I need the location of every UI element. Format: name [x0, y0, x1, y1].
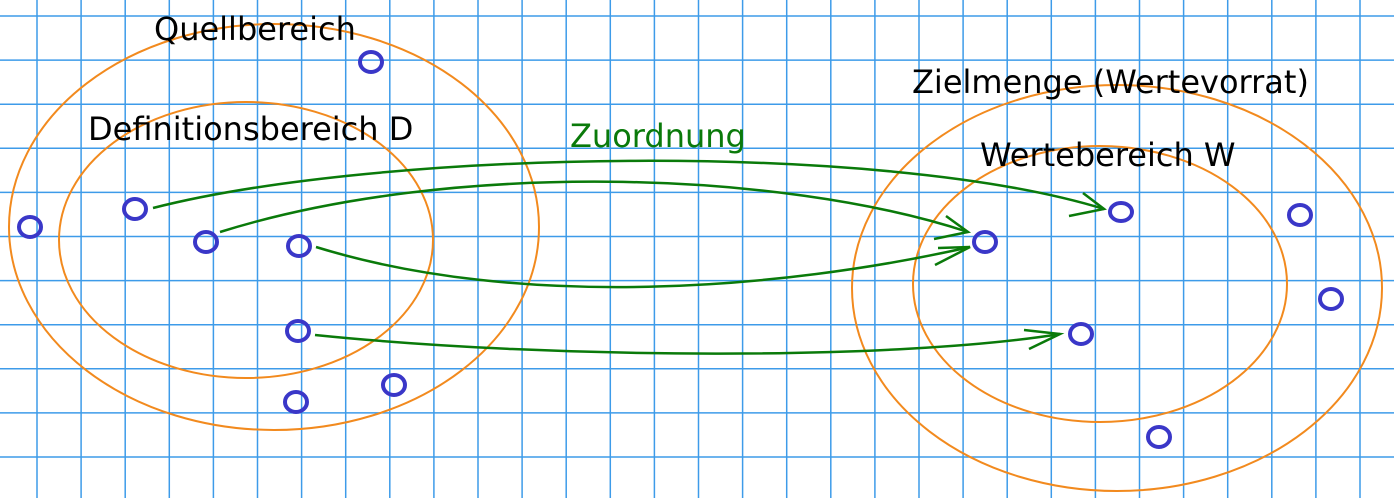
domain-ellipse [58, 101, 434, 379]
element-circle [283, 390, 309, 414]
arrowhead [933, 214, 972, 241]
arrowhead [1068, 192, 1107, 218]
range-label: Wertebereich W [980, 136, 1236, 174]
element-circle [1146, 425, 1172, 449]
element-circle [1068, 322, 1094, 346]
element-circle [17, 215, 43, 239]
mapping-arrows [152, 159, 1107, 355]
range-ellipse [912, 145, 1288, 423]
element-circle [1287, 203, 1313, 227]
arrowhead [1023, 328, 1065, 351]
element-circle [358, 50, 384, 74]
element-circle [286, 234, 312, 258]
mapping-arrow [219, 180, 969, 234]
mapping-arrow [152, 159, 1105, 211]
element-circle [972, 230, 998, 254]
element-circle [122, 197, 148, 221]
mapping-label: Zuordnung [570, 117, 746, 155]
target-set-label: Zielmenge (Wertevorrat) [912, 63, 1309, 101]
set-elements [17, 50, 1344, 449]
element-circle [1318, 287, 1344, 311]
source-set-label: Quellbereich [154, 10, 356, 48]
mapping-arrow [315, 245, 971, 289]
element-circle [193, 230, 219, 254]
element-circle [285, 319, 311, 343]
domain-label: Definitionsbereich D [88, 110, 413, 148]
element-circle [1108, 201, 1134, 223]
element-circle [381, 373, 407, 397]
mapping-arrow [314, 332, 1061, 355]
source-set-ellipse [8, 23, 540, 431]
target-set-ellipse [851, 84, 1383, 492]
arrowhead [934, 245, 971, 267]
